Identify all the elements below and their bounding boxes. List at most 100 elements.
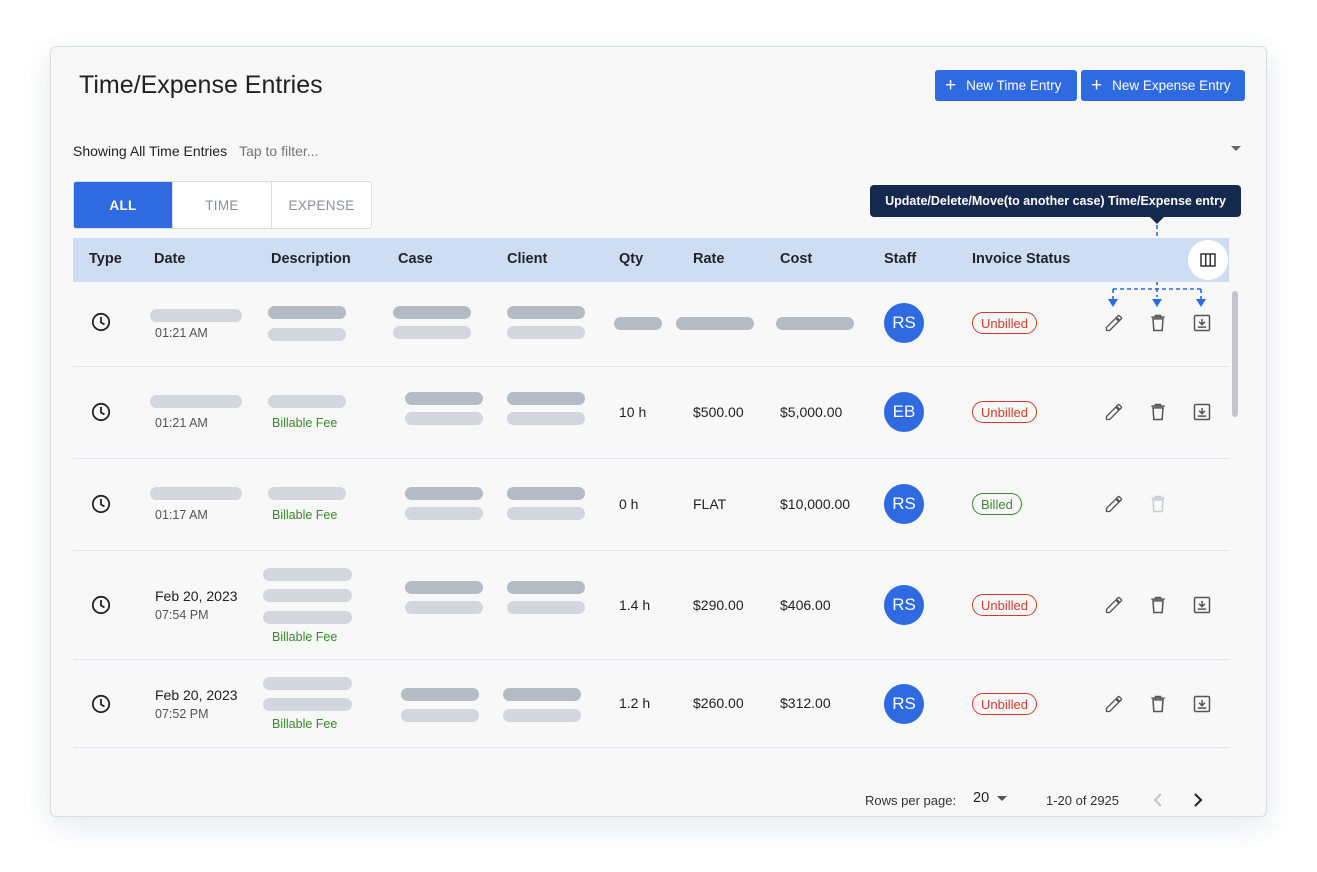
table-row[interactable]: 01:21 AM RS Unbilled: [73, 282, 1229, 367]
avatar[interactable]: RS: [884, 585, 924, 625]
redacted-client: [507, 601, 585, 614]
entry-date: Feb 20, 2023: [155, 687, 238, 703]
filter-dropdown-icon[interactable]: [1231, 146, 1241, 151]
qty-value: 0 h: [619, 496, 639, 512]
edit-icon[interactable]: [1103, 693, 1125, 715]
edit-icon[interactable]: [1103, 594, 1125, 616]
entry-time: 01:17 AM: [155, 508, 208, 522]
avatar[interactable]: RS: [884, 684, 924, 724]
column-header-rate[interactable]: Rate: [693, 251, 725, 267]
pagination-bar: Rows per page: 20 1-20 of 2925: [51, 787, 1266, 815]
tab-time[interactable]: TIME: [173, 182, 272, 228]
table-scrollbar[interactable]: [1231, 291, 1239, 771]
filter-label: Showing All Time Entries: [73, 143, 228, 159]
tab-all[interactable]: ALL: [74, 182, 173, 228]
move-download-icon[interactable]: [1191, 693, 1213, 715]
rate-value: FLAT: [693, 496, 727, 512]
rate-value: $290.00: [693, 597, 744, 613]
time-expense-panel: Time/Expense Entries + New Time Entry + …: [50, 46, 1267, 817]
redacted-date: [150, 309, 242, 322]
delete-icon-disabled: [1147, 493, 1169, 515]
column-header-cost[interactable]: Cost: [780, 251, 813, 267]
table-row[interactable]: 01:21 AM Billable Fee 10 h $500.00 $5,00…: [73, 367, 1229, 459]
delete-icon[interactable]: [1147, 312, 1169, 334]
tab-expense[interactable]: EXPENSE: [272, 182, 371, 228]
column-header-client[interactable]: Client: [507, 251, 548, 267]
clock-icon: [91, 312, 111, 337]
clock-icon: [91, 694, 111, 719]
redacted-description: [268, 487, 346, 500]
redacted-description: [268, 395, 346, 408]
avatar[interactable]: RS: [884, 303, 924, 343]
table-row[interactable]: Feb 20, 2023 07:52 PM Billable Fee 1.2 h…: [73, 660, 1229, 748]
next-page-button[interactable]: [1188, 790, 1208, 810]
avatar[interactable]: RS: [884, 484, 924, 524]
redacted-case: [405, 601, 483, 614]
chevron-left-icon: [1153, 793, 1162, 807]
page-title: Time/Expense Entries: [79, 71, 323, 99]
table-header: Type Date Description Case Client Qty Ra…: [73, 238, 1229, 282]
cost-value: $406.00: [780, 597, 831, 613]
entry-time: 07:54 PM: [155, 608, 209, 622]
status-badge: Billed: [972, 493, 1022, 515]
redacted-case: [401, 688, 479, 701]
delete-icon[interactable]: [1147, 401, 1169, 423]
actions-tooltip: Update/Delete/Move(to another case) Time…: [870, 185, 1241, 224]
table-row[interactable]: 01:17 AM Billable Fee 0 h FLAT $10,000.0…: [73, 459, 1229, 551]
previous-page-button[interactable]: [1148, 790, 1168, 810]
column-header-staff[interactable]: Staff: [884, 251, 917, 267]
entry-date: Feb 20, 2023: [155, 588, 238, 604]
delete-icon[interactable]: [1147, 693, 1169, 715]
filter-row: Showing All Time Entries: [73, 140, 1241, 162]
column-header-case[interactable]: Case: [398, 251, 433, 267]
scrollbar-thumb[interactable]: [1232, 291, 1238, 417]
plus-icon: +: [945, 75, 957, 96]
chevron-down-icon: [997, 795, 1008, 801]
new-time-entry-button[interactable]: + New Time Entry: [935, 70, 1077, 101]
redacted-client: [507, 487, 585, 500]
edit-icon[interactable]: [1103, 493, 1125, 515]
entry-type-tabs: ALL TIME EXPENSE: [73, 181, 372, 229]
column-header-date[interactable]: Date: [154, 251, 186, 267]
redacted-description: [263, 611, 352, 624]
plus-icon: +: [1091, 75, 1103, 96]
edit-icon[interactable]: [1103, 401, 1125, 423]
redacted-description: [263, 589, 352, 602]
move-download-icon[interactable]: [1191, 312, 1213, 334]
new-expense-entry-button[interactable]: + New Expense Entry: [1081, 70, 1245, 101]
redacted-date: [150, 487, 242, 500]
redacted-case: [405, 507, 483, 520]
redacted-description: [263, 698, 352, 711]
avatar[interactable]: EB: [884, 392, 924, 432]
redacted-client: [507, 392, 585, 405]
rows-per-page-label: Rows per page:: [865, 793, 957, 808]
redacted-description: [263, 677, 352, 690]
table-row[interactable]: Feb 20, 2023 07:54 PM Billable Fee 1.4 h…: [73, 551, 1229, 660]
cost-value: $312.00: [780, 695, 831, 711]
column-header-type[interactable]: Type: [89, 251, 122, 267]
move-download-icon[interactable]: [1191, 401, 1213, 423]
redacted-case: [401, 709, 479, 722]
clock-icon: [91, 402, 111, 427]
filter-input[interactable]: [239, 143, 540, 159]
column-header-invoice-status[interactable]: Invoice Status: [972, 251, 1071, 267]
new-time-entry-label: New Time Entry: [966, 78, 1062, 93]
redacted-qty: [614, 317, 662, 330]
cost-value: $10,000.00: [780, 496, 851, 512]
description-tag: Billable Fee: [272, 630, 338, 644]
status-badge: Unbilled: [972, 594, 1037, 616]
new-expense-entry-label: New Expense Entry: [1112, 78, 1231, 93]
rows-per-page-select[interactable]: 20: [973, 790, 1008, 806]
redacted-description: [263, 568, 352, 581]
rate-value: $500.00: [693, 404, 744, 420]
column-header-description[interactable]: Description: [271, 251, 351, 267]
column-header-qty[interactable]: Qty: [619, 251, 644, 267]
redacted-client: [507, 581, 585, 594]
move-download-icon[interactable]: [1191, 594, 1213, 616]
redacted-description: [268, 306, 346, 319]
redacted-case: [393, 326, 471, 339]
edit-icon[interactable]: [1103, 312, 1125, 334]
delete-icon[interactable]: [1147, 594, 1169, 616]
column-settings-button[interactable]: [1188, 240, 1228, 280]
qty-value: 10 h: [619, 404, 647, 420]
